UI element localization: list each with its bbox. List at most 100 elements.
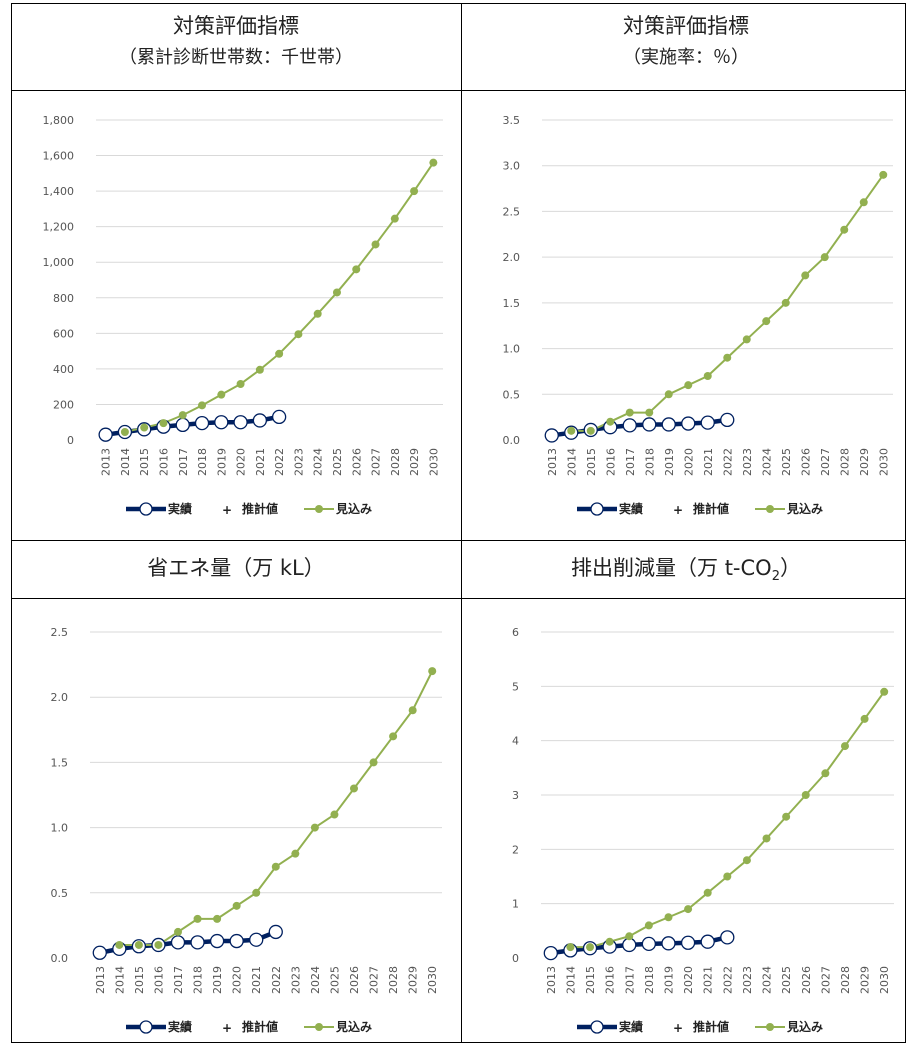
projection-data-point: [703, 372, 712, 380]
legend-projection-label: 見込み: [786, 501, 823, 516]
projection-data-point: [586, 943, 595, 952]
panel-title-1: 対策評価指標 （累計診断世帯数：千世帯）: [11, 12, 461, 71]
actual-data-point: [622, 937, 637, 953]
x-tick-label: 2020: [682, 966, 695, 994]
projection-data-point: [644, 921, 653, 930]
actual-data-point: [661, 417, 676, 432]
x-tick-label: 2014: [113, 966, 126, 994]
x-tick-label: 2013: [545, 966, 558, 994]
actual-data-point: [622, 418, 637, 433]
projection-data-point: [255, 365, 264, 374]
legend-actual-label: 実績: [168, 1019, 192, 1034]
x-tick-label: 2028: [839, 966, 852, 994]
projection-series-line: [119, 670, 434, 946]
x-tick-label: 2018: [196, 448, 209, 476]
y-tick-label: 4: [512, 735, 519, 748]
y-tick-label: 5: [512, 680, 519, 693]
legend-estimate-marker: +: [673, 1021, 683, 1035]
actual-data-point: [661, 936, 676, 951]
projection-data-point: [271, 862, 280, 871]
y-tick-label: 1,000: [43, 256, 75, 269]
projection-data-point: [115, 940, 124, 949]
y-tick-label: 1,200: [43, 221, 75, 234]
row-divider: [11, 598, 906, 599]
x-tick-label: 2025: [780, 448, 793, 476]
actual-data-point: [700, 934, 715, 949]
x-tick-label: 2013: [94, 966, 107, 994]
y-tick-label: 2: [512, 843, 519, 856]
legend-projection-swatch-marker: [766, 505, 774, 513]
x-tick-label: 2017: [177, 448, 190, 476]
projection-data-point: [371, 240, 380, 249]
projection-data-point: [586, 426, 595, 435]
actual-data-point: [700, 415, 715, 430]
projection-data-point: [193, 914, 202, 923]
projection-data-point: [428, 667, 437, 676]
x-tick-label: 2022: [273, 448, 286, 476]
y-tick-label: 200: [53, 398, 74, 411]
projection-data-point: [566, 943, 575, 952]
projection-data-point: [782, 812, 791, 821]
x-tick-label: 2014: [119, 448, 132, 476]
x-tick-label: 2024: [761, 966, 774, 994]
x-tick-label: 2024: [312, 448, 325, 476]
chart-grid: 対策評価指標 （累計診断世帯数：千世帯） 対策評価指標 （実施率：％） 省エネ量…: [11, 3, 906, 1043]
projection-data-point: [840, 225, 849, 234]
x-tick-label: 2025: [328, 966, 341, 994]
x-tick-label: 2022: [721, 448, 734, 476]
x-tick-label: 2017: [624, 448, 637, 476]
panel-title-4-end: ）: [779, 556, 801, 580]
column-divider: [461, 3, 462, 1043]
y-tick-label: 400: [53, 363, 74, 376]
projection-data-point: [232, 901, 241, 910]
projection-data-point: [352, 265, 361, 274]
actual-data-point: [271, 409, 287, 425]
panel-title-4: 排出削減量（万 t-CO2）: [461, 554, 907, 591]
y-tick-label: 3: [512, 789, 519, 802]
actual-data-point: [681, 416, 696, 431]
row-divider: [11, 540, 906, 541]
legend-estimate-marker: +: [222, 1021, 232, 1035]
projection-data-point: [606, 417, 615, 426]
projection-data-point: [140, 423, 149, 432]
x-tick-label: 2028: [389, 448, 402, 476]
projection-data-point: [625, 408, 634, 417]
projection-data-point: [275, 349, 284, 358]
projection-data-point: [664, 913, 673, 922]
x-tick-label: 2023: [292, 448, 305, 476]
projection-data-point: [389, 732, 398, 741]
actual-series-line: [99, 929, 277, 955]
y-tick-label: 2.0: [503, 251, 521, 264]
x-tick-label: 2018: [643, 448, 656, 476]
x-tick-label: 2020: [235, 448, 248, 476]
x-tick-label: 2027: [819, 966, 832, 994]
y-tick-label: 2.5: [51, 626, 69, 639]
x-tick-label: 2023: [289, 966, 302, 994]
projection-data-point: [567, 426, 576, 435]
projection-data-point: [880, 687, 889, 696]
projection-data-point: [879, 170, 888, 179]
x-tick-label: 2030: [426, 966, 439, 994]
actual-data-point: [229, 933, 244, 949]
actual-data-point: [720, 930, 735, 945]
outer-frame: [11, 3, 906, 1043]
legend-projection-swatch-marker: [766, 1023, 774, 1031]
projection-data-point: [684, 381, 693, 390]
x-tick-label: 2026: [350, 448, 363, 476]
x-tick-label: 2026: [348, 966, 361, 994]
x-tick-label: 2023: [741, 966, 754, 994]
y-tick-label: 0.0: [51, 952, 69, 965]
x-tick-label: 2013: [100, 448, 113, 476]
x-tick-label: 2029: [407, 966, 420, 994]
y-tick-label: 1,800: [43, 114, 75, 127]
x-tick-label: 2022: [721, 966, 734, 994]
projection-data-point: [664, 390, 673, 399]
panel-title-1-main: 対策評価指標: [173, 14, 299, 38]
legend-estimate-marker: +: [673, 503, 683, 517]
legend-actual-swatch-marker: [590, 502, 604, 516]
x-tick-label: 2025: [331, 448, 344, 476]
x-tick-label: 2017: [623, 966, 636, 994]
projection-series-line: [570, 691, 886, 949]
y-tick-label: 3.5: [503, 114, 521, 127]
y-tick-label: 0: [67, 434, 74, 447]
